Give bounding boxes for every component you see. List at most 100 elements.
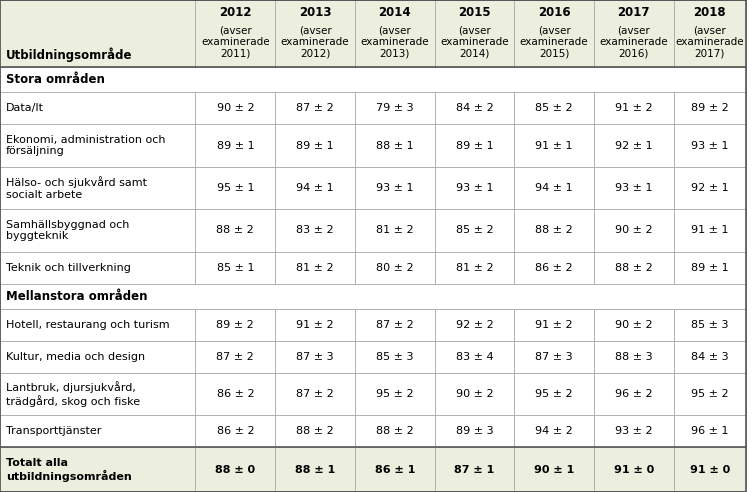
Bar: [355, 124, 435, 167]
Text: 91 ± 0: 91 ± 0: [690, 465, 730, 475]
Bar: [196, 167, 275, 209]
Text: 88 ± 1: 88 ± 1: [295, 465, 335, 475]
Text: 95 ± 2: 95 ± 2: [691, 389, 729, 399]
Text: 94 ± 2: 94 ± 2: [535, 427, 573, 436]
Text: 87 ± 2: 87 ± 2: [217, 352, 254, 362]
Bar: [0, 415, 196, 447]
Bar: [594, 373, 674, 415]
Bar: [355, 447, 435, 492]
Text: 89 ± 1: 89 ± 1: [217, 141, 254, 151]
Text: 81 ± 2: 81 ± 2: [376, 225, 414, 236]
Text: 87 ± 1: 87 ± 1: [454, 465, 495, 475]
Bar: [594, 341, 674, 373]
Text: 89 ± 2: 89 ± 2: [691, 103, 729, 113]
Bar: [514, 308, 594, 341]
Bar: [0, 67, 746, 92]
Bar: [196, 92, 275, 124]
Bar: [275, 447, 355, 492]
Bar: [275, 252, 355, 284]
Text: 89 ± 1: 89 ± 1: [296, 141, 334, 151]
Text: 87 ± 3: 87 ± 3: [296, 352, 334, 362]
Text: (avser
examinerade
2014): (avser examinerade 2014): [440, 25, 509, 59]
Text: 92 ± 1: 92 ± 1: [615, 141, 653, 151]
Text: Hotell, restaurang och turism: Hotell, restaurang och turism: [6, 320, 170, 330]
Text: (avser
examinerade
2017): (avser examinerade 2017): [675, 25, 744, 59]
Text: 2015: 2015: [458, 5, 491, 19]
Bar: [514, 0, 594, 67]
Bar: [355, 167, 435, 209]
Text: 80 ± 2: 80 ± 2: [376, 263, 414, 273]
Bar: [0, 92, 196, 124]
Bar: [594, 415, 674, 447]
Bar: [275, 209, 355, 252]
Text: Kultur, media och design: Kultur, media och design: [6, 352, 145, 362]
Bar: [674, 308, 746, 341]
Bar: [355, 415, 435, 447]
Bar: [594, 209, 674, 252]
Text: Mellanstora områden: Mellanstora områden: [6, 290, 147, 303]
Text: (avser
examinerade
2012): (avser examinerade 2012): [280, 25, 350, 59]
Text: 96 ± 1: 96 ± 1: [691, 427, 729, 436]
Bar: [674, 341, 746, 373]
Bar: [435, 209, 514, 252]
Bar: [594, 92, 674, 124]
Text: 2016: 2016: [538, 5, 571, 19]
Text: Totalt alla
utbildningsområden: Totalt alla utbildningsområden: [6, 458, 132, 482]
Bar: [196, 209, 275, 252]
Bar: [196, 341, 275, 373]
Text: 95 ± 1: 95 ± 1: [217, 183, 254, 193]
Bar: [435, 341, 514, 373]
Text: 86 ± 2: 86 ± 2: [217, 389, 254, 399]
Bar: [196, 373, 275, 415]
Text: (avser
examinerade
2013): (avser examinerade 2013): [360, 25, 429, 59]
Text: 84 ± 3: 84 ± 3: [691, 352, 729, 362]
Text: 93 ± 1: 93 ± 1: [691, 141, 729, 151]
Text: 83 ± 4: 83 ± 4: [456, 352, 493, 362]
Bar: [0, 284, 746, 308]
Bar: [435, 92, 514, 124]
Text: 88 ± 3: 88 ± 3: [615, 352, 653, 362]
Bar: [196, 252, 275, 284]
Text: 83 ± 2: 83 ± 2: [296, 225, 334, 236]
Bar: [435, 308, 514, 341]
Bar: [355, 209, 435, 252]
Bar: [674, 0, 746, 67]
Text: Transporttjänster: Transporttjänster: [6, 427, 102, 436]
Bar: [275, 341, 355, 373]
Text: 92 ± 1: 92 ± 1: [691, 183, 729, 193]
Bar: [355, 92, 435, 124]
Bar: [355, 308, 435, 341]
Bar: [355, 341, 435, 373]
Text: 2017: 2017: [617, 5, 650, 19]
Text: 2018: 2018: [693, 5, 726, 19]
Text: 87 ± 2: 87 ± 2: [376, 320, 414, 330]
Text: 87 ± 3: 87 ± 3: [535, 352, 573, 362]
Bar: [275, 124, 355, 167]
Bar: [435, 415, 514, 447]
Text: 88 ± 2: 88 ± 2: [615, 263, 653, 273]
Bar: [275, 0, 355, 67]
Text: 95 ± 2: 95 ± 2: [535, 389, 573, 399]
Text: 93 ± 1: 93 ± 1: [615, 183, 653, 193]
Text: 85 ± 2: 85 ± 2: [535, 103, 573, 113]
Bar: [514, 124, 594, 167]
Bar: [594, 124, 674, 167]
Text: 88 ± 0: 88 ± 0: [215, 465, 256, 475]
Bar: [0, 209, 196, 252]
Bar: [594, 447, 674, 492]
Text: 90 ± 2: 90 ± 2: [217, 103, 254, 113]
Bar: [196, 0, 275, 67]
Bar: [514, 415, 594, 447]
Text: 2012: 2012: [219, 5, 252, 19]
Text: 89 ± 2: 89 ± 2: [217, 320, 254, 330]
Text: 90 ± 2: 90 ± 2: [615, 320, 653, 330]
Bar: [0, 308, 196, 341]
Bar: [435, 167, 514, 209]
Bar: [514, 167, 594, 209]
Bar: [514, 373, 594, 415]
Text: 91 ± 2: 91 ± 2: [296, 320, 334, 330]
Text: (avser
examinerade
2016): (avser examinerade 2016): [599, 25, 669, 59]
Bar: [275, 92, 355, 124]
Text: 88 ± 2: 88 ± 2: [217, 225, 254, 236]
Text: 89 ± 1: 89 ± 1: [456, 141, 493, 151]
